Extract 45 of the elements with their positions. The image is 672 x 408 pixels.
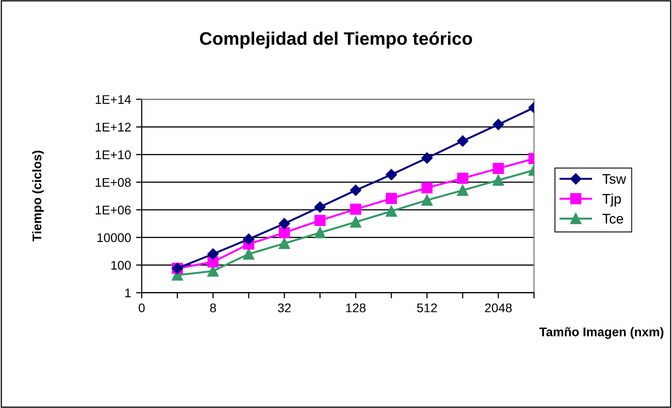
point [350, 184, 362, 196]
point [492, 162, 504, 174]
point [207, 256, 219, 268]
point [386, 169, 397, 180]
point [314, 201, 326, 213]
x-tick-label: 32 [278, 303, 291, 312]
point [207, 248, 219, 260]
point [421, 152, 433, 164]
y-tick-label: 10000 [97, 233, 131, 242]
point [243, 248, 254, 260]
point [492, 118, 504, 130]
y-axis-title: Tiempo (ciclos) [32, 150, 44, 242]
y-tick-label: 1E+10 [96, 150, 131, 160]
point [243, 233, 254, 245]
x-tick-label: 128 [346, 303, 366, 312]
point [421, 194, 433, 206]
y-tick-label: 1E+08 [96, 178, 131, 187]
y-tick-label: 1E+12 [96, 122, 131, 132]
legend-label: Tce [602, 214, 624, 224]
y-tick-label: 1 [125, 288, 131, 298]
y-tick-label: 1E+06 [96, 206, 131, 214]
x-tick-label: 8 [210, 303, 216, 312]
point [350, 204, 362, 215]
legend-label: Tjp [602, 194, 621, 206]
point [314, 227, 326, 238]
point [386, 192, 397, 204]
point [278, 227, 290, 238]
x-tick-label: 512 [417, 303, 437, 312]
point [457, 135, 468, 147]
y-tick-label: 100 [111, 260, 131, 270]
point [350, 216, 362, 228]
point [421, 182, 433, 194]
x-tick-label: 2048 [485, 303, 512, 312]
point [314, 214, 326, 226]
x-tick-label: 0 [138, 303, 145, 312]
point [386, 206, 397, 217]
point [492, 174, 504, 186]
point [278, 238, 290, 249]
y-tick-label: 1E+14 [96, 95, 131, 104]
point [457, 184, 468, 196]
chart-title: Complejidad del Tiempo teórico [200, 32, 472, 48]
x-axis-title: Tamño Imagen (nxm) [539, 327, 664, 339]
point [457, 172, 468, 184]
legend-label: Tsw [602, 174, 626, 184]
point [278, 218, 290, 230]
